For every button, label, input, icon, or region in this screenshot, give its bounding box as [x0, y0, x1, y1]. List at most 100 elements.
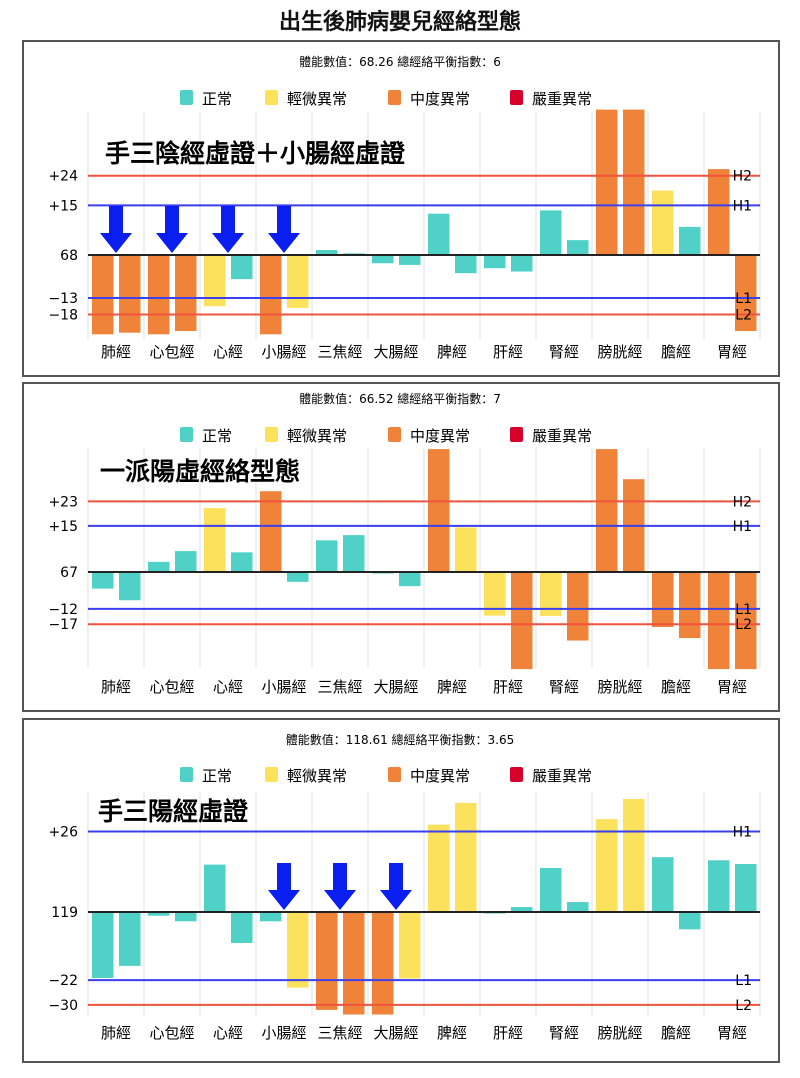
bar [175, 255, 197, 331]
baseline-label: 119 [51, 905, 78, 921]
bar [316, 912, 338, 1010]
legend-swatch [180, 90, 193, 105]
category-label: 胃經 [717, 343, 747, 361]
bar [399, 255, 421, 265]
bar [119, 255, 141, 333]
bar [652, 857, 674, 912]
bar [511, 255, 533, 272]
y-tick-label: −30 [48, 998, 78, 1014]
category-label: 膽經 [661, 1024, 691, 1042]
down-arrow-icon [100, 206, 132, 253]
legend-label: 嚴重異常 [532, 767, 592, 785]
category-label: 膽經 [661, 678, 691, 696]
bar [399, 912, 421, 979]
bar [428, 449, 450, 572]
category-label: 心經 [213, 343, 243, 361]
reference-line-label: L1 [735, 602, 752, 618]
bar [708, 572, 730, 670]
bar [343, 912, 365, 1015]
bar [596, 449, 618, 572]
category-label: 脾經 [437, 343, 467, 361]
category-label: 腎經 [549, 678, 579, 696]
bar [204, 508, 226, 572]
reference-line-label: L2 [735, 998, 752, 1014]
legend-swatch [510, 90, 523, 105]
y-tick-label: −18 [48, 307, 78, 323]
bar [735, 863, 757, 912]
page-title: 出生後肺病嬰兒經絡型態 [278, 10, 521, 35]
bar [204, 255, 226, 307]
down-arrow-icon [268, 206, 300, 253]
bar [175, 912, 197, 922]
reference-line-label: H2 [733, 169, 752, 185]
reference-line-label: L2 [735, 617, 752, 633]
bar [735, 572, 757, 670]
category-label: 三焦經 [317, 1024, 362, 1042]
legend-label: 輕微異常 [287, 90, 347, 108]
bar [652, 572, 674, 627]
reference-line-label: H1 [733, 198, 752, 214]
bar [119, 912, 141, 966]
legend-swatch [510, 427, 523, 442]
category-label: 肺經 [101, 678, 131, 696]
baseline-label: 68 [60, 248, 78, 264]
legend-swatch [265, 90, 278, 105]
annotation-text: 一派陽虛經絡型態 [100, 457, 300, 486]
bar [596, 109, 618, 255]
category-label: 大腸經 [373, 1024, 418, 1042]
bar [511, 572, 533, 670]
bar [175, 551, 197, 572]
category-label: 膀胱經 [597, 1024, 642, 1042]
bar [148, 255, 170, 335]
bar [623, 109, 645, 255]
category-label: 心經 [213, 1024, 243, 1042]
category-label: 脾經 [437, 1024, 467, 1042]
bar [567, 902, 589, 912]
y-tick-label: −13 [48, 291, 78, 307]
category-label: 心包經 [149, 343, 194, 361]
bar [735, 255, 757, 331]
chart-subtitle: 體能數值：68.26 總經絡平衡指數：6 [299, 54, 501, 69]
bar [372, 255, 394, 264]
baseline-label: 67 [60, 565, 78, 581]
bar [708, 860, 730, 912]
bar [204, 864, 226, 912]
bar [343, 535, 365, 572]
bar [540, 572, 562, 616]
category-label: 大腸經 [373, 678, 418, 696]
y-tick-label: +26 [48, 824, 78, 840]
legend-swatch [265, 427, 278, 442]
bar [231, 552, 253, 572]
bar [708, 169, 730, 255]
bar [92, 572, 114, 589]
bar [567, 572, 589, 641]
chart-subtitle: 體能數值：118.61 總經絡平衡指數：3.65 [286, 732, 515, 747]
bar [316, 540, 338, 572]
bar [484, 572, 506, 616]
bar [567, 240, 589, 255]
legend-label: 嚴重異常 [532, 90, 592, 108]
bar [679, 572, 701, 639]
bar [596, 819, 618, 912]
bar [92, 255, 114, 335]
annotation-text: 手三陰經虛證＋小腸經虛證 [105, 139, 406, 168]
bar [455, 802, 477, 912]
bar [679, 912, 701, 930]
category-label: 脾經 [437, 678, 467, 696]
bar [428, 213, 450, 255]
bar [455, 527, 477, 572]
y-tick-label: +23 [48, 494, 78, 510]
legend-label: 中度異常 [410, 427, 470, 445]
bar [316, 250, 338, 255]
legend-swatch [265, 767, 278, 782]
category-label: 胃經 [717, 1024, 747, 1042]
down-arrow-icon [324, 863, 356, 910]
bar [260, 491, 282, 572]
down-arrow-icon [212, 206, 244, 253]
bar [260, 255, 282, 335]
bar [148, 561, 170, 572]
reference-line-label: L1 [735, 973, 752, 989]
y-tick-label: +15 [48, 519, 78, 535]
legend-swatch [388, 767, 401, 782]
